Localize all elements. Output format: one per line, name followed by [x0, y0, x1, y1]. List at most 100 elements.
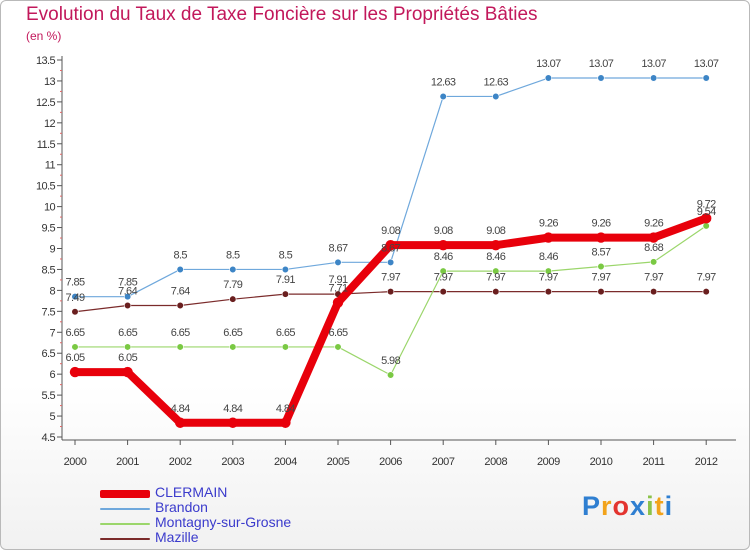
data-label: 8.57 — [591, 247, 610, 259]
data-label: 9.72 — [697, 198, 716, 210]
data-point — [492, 92, 500, 101]
legend-label: CLERMAIN — [155, 484, 228, 500]
data-point — [701, 213, 712, 224]
data-point — [490, 239, 501, 251]
data-point — [332, 297, 344, 308]
data-label: 9.26 — [539, 218, 558, 230]
data-point — [385, 239, 396, 251]
data-label: 6.65 — [276, 327, 295, 339]
data-point — [176, 343, 184, 351]
x-tick-label: 2011 — [643, 456, 665, 468]
y-tick-label: 6 — [49, 369, 55, 381]
data-point — [702, 222, 710, 230]
data-point — [649, 258, 658, 266]
data-point — [439, 92, 447, 101]
y-tick-label: 5 — [49, 411, 55, 423]
y-tick-label: 7 — [49, 327, 55, 339]
y-tick-label: 9 — [49, 244, 55, 256]
y-tick-label: 10 — [44, 202, 56, 214]
data-label: 6.65 — [171, 327, 190, 339]
data-point — [280, 417, 291, 428]
data-point — [229, 295, 237, 303]
legend-label: Brandon — [155, 499, 208, 515]
data-label: 7.97 — [486, 272, 505, 284]
logo-letter: x — [630, 491, 647, 521]
data-point — [387, 371, 395, 379]
data-label: 13.07 — [589, 58, 614, 70]
data-label: 12.63 — [431, 76, 456, 88]
data-label: 4.84 — [276, 403, 295, 415]
data-label: 7.97 — [539, 272, 558, 284]
x-tick-label: 2009 — [537, 456, 560, 468]
data-label: 8.46 — [434, 251, 453, 263]
data-point — [387, 258, 395, 266]
data-label: 6.05 — [118, 352, 137, 364]
x-tick-label: 2004 — [274, 456, 297, 468]
data-label: 8.46 — [539, 251, 558, 263]
data-point — [175, 417, 186, 428]
data-label: 7.97 — [591, 272, 610, 284]
data-point — [176, 301, 184, 310]
data-label: 9.26 — [644, 218, 663, 230]
x-tick-label: 2001 — [116, 456, 139, 468]
logo-letter: i — [646, 491, 655, 521]
data-label: 9.08 — [381, 225, 400, 237]
data-point — [439, 267, 447, 275]
data-point — [334, 258, 342, 266]
data-label: 7.91 — [328, 274, 347, 286]
data-label: 8.67 — [328, 242, 347, 254]
data-point — [229, 343, 237, 351]
y-tick-label: 13 — [44, 76, 56, 88]
y-tick-label: 7.5 — [42, 306, 56, 318]
proxiti-logo[interactable]: Proxiti — [582, 491, 673, 522]
logo-letter: i — [664, 491, 674, 521]
data-point — [123, 301, 132, 310]
data-point — [227, 417, 238, 428]
data-point — [649, 74, 658, 82]
legend-swatch — [100, 537, 150, 540]
y-tick-label: 6.5 — [42, 348, 56, 360]
data-label: 9.54 — [697, 206, 716, 218]
y-tick-label: 4.5 — [42, 432, 56, 444]
x-tick-label: 2012 — [695, 456, 718, 468]
logo-letter: P — [582, 491, 602, 521]
x-tick-label: 2000 — [64, 456, 87, 468]
logo-letter: o — [612, 491, 631, 521]
x-tick-label: 2010 — [590, 456, 613, 468]
data-label: 7.97 — [434, 272, 453, 284]
data-label: 7.79 — [223, 279, 242, 291]
data-point — [544, 74, 553, 82]
data-point — [71, 343, 79, 351]
data-point — [71, 293, 79, 301]
data-point — [387, 288, 395, 296]
y-tick-label: 12.5 — [36, 97, 55, 109]
legend-label: Mazille — [155, 529, 199, 545]
data-point — [281, 343, 290, 351]
data-label: 9.08 — [486, 225, 505, 237]
data-point — [597, 288, 605, 296]
data-point — [492, 267, 500, 275]
data-point — [439, 288, 447, 296]
logo-letter: r — [601, 491, 613, 521]
data-label: 6.05 — [65, 352, 84, 364]
data-label: 8.46 — [486, 251, 505, 263]
chart-subtitle: (en %) — [26, 29, 62, 43]
data-label: 5.98 — [381, 355, 400, 367]
data-label: 7.64 — [118, 285, 137, 297]
x-tick-label: 2002 — [169, 456, 192, 468]
data-label: 4.84 — [223, 403, 242, 415]
data-point — [543, 232, 554, 243]
y-tick-label: 11 — [45, 160, 56, 172]
data-point — [281, 265, 290, 274]
data-label: 8.68 — [644, 242, 663, 254]
x-tick-label: 2003 — [221, 456, 244, 468]
data-point — [281, 290, 290, 298]
data-point — [492, 288, 500, 296]
legend-swatch — [100, 489, 150, 498]
data-label: 6.65 — [328, 327, 347, 339]
data-point — [544, 288, 553, 296]
y-tick-label: 5.5 — [42, 390, 56, 402]
data-label: 12.63 — [484, 76, 509, 88]
